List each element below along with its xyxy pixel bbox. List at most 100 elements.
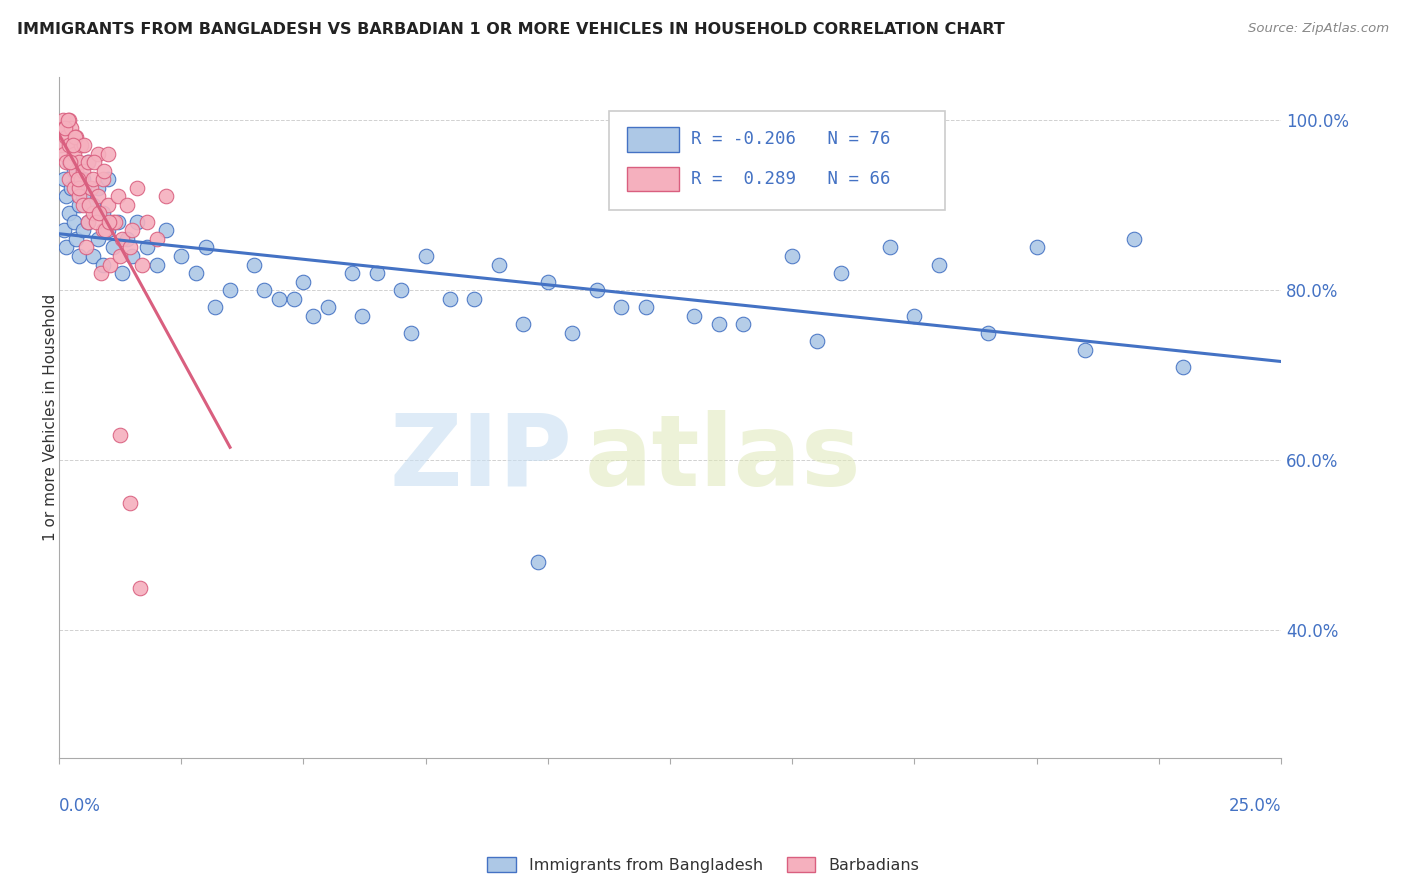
Point xyxy=(70,138,93,153)
Point xyxy=(94,223,117,237)
Point xyxy=(184,266,207,280)
Point xyxy=(707,317,730,331)
Point xyxy=(72,198,94,212)
Point xyxy=(69,181,91,195)
Point xyxy=(63,130,86,145)
Point xyxy=(87,147,110,161)
Point xyxy=(72,223,94,237)
Point xyxy=(733,317,755,331)
Point xyxy=(131,258,153,272)
Point xyxy=(366,266,388,280)
Point xyxy=(683,309,706,323)
Point xyxy=(67,198,90,212)
Text: R =  0.289   N = 66: R = 0.289 N = 66 xyxy=(690,169,890,188)
Point xyxy=(59,155,82,169)
Point xyxy=(62,215,84,229)
Point xyxy=(52,223,75,237)
Point xyxy=(780,249,803,263)
Point xyxy=(58,206,80,220)
Point xyxy=(108,427,131,442)
Text: 25.0%: 25.0% xyxy=(1229,797,1281,814)
Point xyxy=(117,232,139,246)
Point xyxy=(118,240,141,254)
Point xyxy=(91,172,114,186)
Point xyxy=(60,155,83,169)
Point xyxy=(1074,343,1097,357)
Point xyxy=(67,249,90,263)
Point xyxy=(62,164,84,178)
Text: IMMIGRANTS FROM BANGLADESH VS BARBADIAN 1 OR MORE VEHICLES IN HOUSEHOLD CORRELAT: IMMIGRANTS FROM BANGLADESH VS BARBADIAN … xyxy=(17,22,1005,37)
Point xyxy=(537,275,560,289)
Point xyxy=(72,189,94,203)
Point xyxy=(97,215,120,229)
Point xyxy=(82,172,104,186)
Text: Source: ZipAtlas.com: Source: ZipAtlas.com xyxy=(1249,22,1389,36)
Point xyxy=(194,240,217,254)
Point xyxy=(80,181,103,195)
Point xyxy=(51,138,73,153)
Point xyxy=(830,266,852,280)
Point xyxy=(58,112,80,127)
Point xyxy=(58,172,80,186)
Point xyxy=(89,266,111,280)
Point xyxy=(97,172,120,186)
Text: R = -0.206   N = 76: R = -0.206 N = 76 xyxy=(690,130,890,148)
Point xyxy=(117,198,139,212)
Text: 0.0%: 0.0% xyxy=(59,797,101,814)
Point xyxy=(903,309,925,323)
Point xyxy=(350,309,373,323)
Point xyxy=(1025,240,1047,254)
Point xyxy=(67,155,90,169)
Point xyxy=(52,147,75,161)
Point xyxy=(155,223,177,237)
Point xyxy=(73,138,96,153)
Point xyxy=(58,155,80,169)
Point xyxy=(127,215,149,229)
Point xyxy=(87,232,110,246)
Point xyxy=(77,155,100,169)
Point xyxy=(415,249,437,263)
Point xyxy=(55,189,77,203)
Point xyxy=(107,215,129,229)
Point xyxy=(204,300,226,314)
Point xyxy=(77,215,100,229)
Y-axis label: 1 or more Vehicles in Household: 1 or more Vehicles in Household xyxy=(44,294,58,541)
Point xyxy=(155,189,177,203)
Point xyxy=(77,198,100,212)
Point xyxy=(399,326,422,340)
Point xyxy=(65,164,87,178)
Point xyxy=(634,300,657,314)
Point xyxy=(342,266,364,280)
Point xyxy=(585,283,607,297)
Point xyxy=(82,198,104,212)
Point xyxy=(52,112,75,127)
Point xyxy=(56,112,79,127)
Point xyxy=(283,292,305,306)
Point xyxy=(111,232,134,246)
Point xyxy=(128,581,150,595)
Point xyxy=(610,300,633,314)
Point xyxy=(91,258,114,272)
Point xyxy=(84,215,107,229)
FancyBboxPatch shape xyxy=(627,127,679,152)
Point xyxy=(463,292,485,306)
Point xyxy=(1123,232,1146,246)
FancyBboxPatch shape xyxy=(609,112,945,211)
Point xyxy=(62,138,84,153)
Point xyxy=(91,206,114,220)
Point xyxy=(243,258,266,272)
Point xyxy=(98,258,121,272)
Point xyxy=(316,300,339,314)
Point xyxy=(1173,359,1195,374)
Point xyxy=(65,130,87,145)
Point xyxy=(108,249,131,263)
Point xyxy=(60,181,83,195)
Point xyxy=(136,215,159,229)
Point xyxy=(77,215,100,229)
Point xyxy=(83,155,105,169)
Point xyxy=(97,198,120,212)
Point xyxy=(77,155,100,169)
Point xyxy=(87,189,110,203)
Point xyxy=(219,283,242,297)
Point xyxy=(976,326,998,340)
